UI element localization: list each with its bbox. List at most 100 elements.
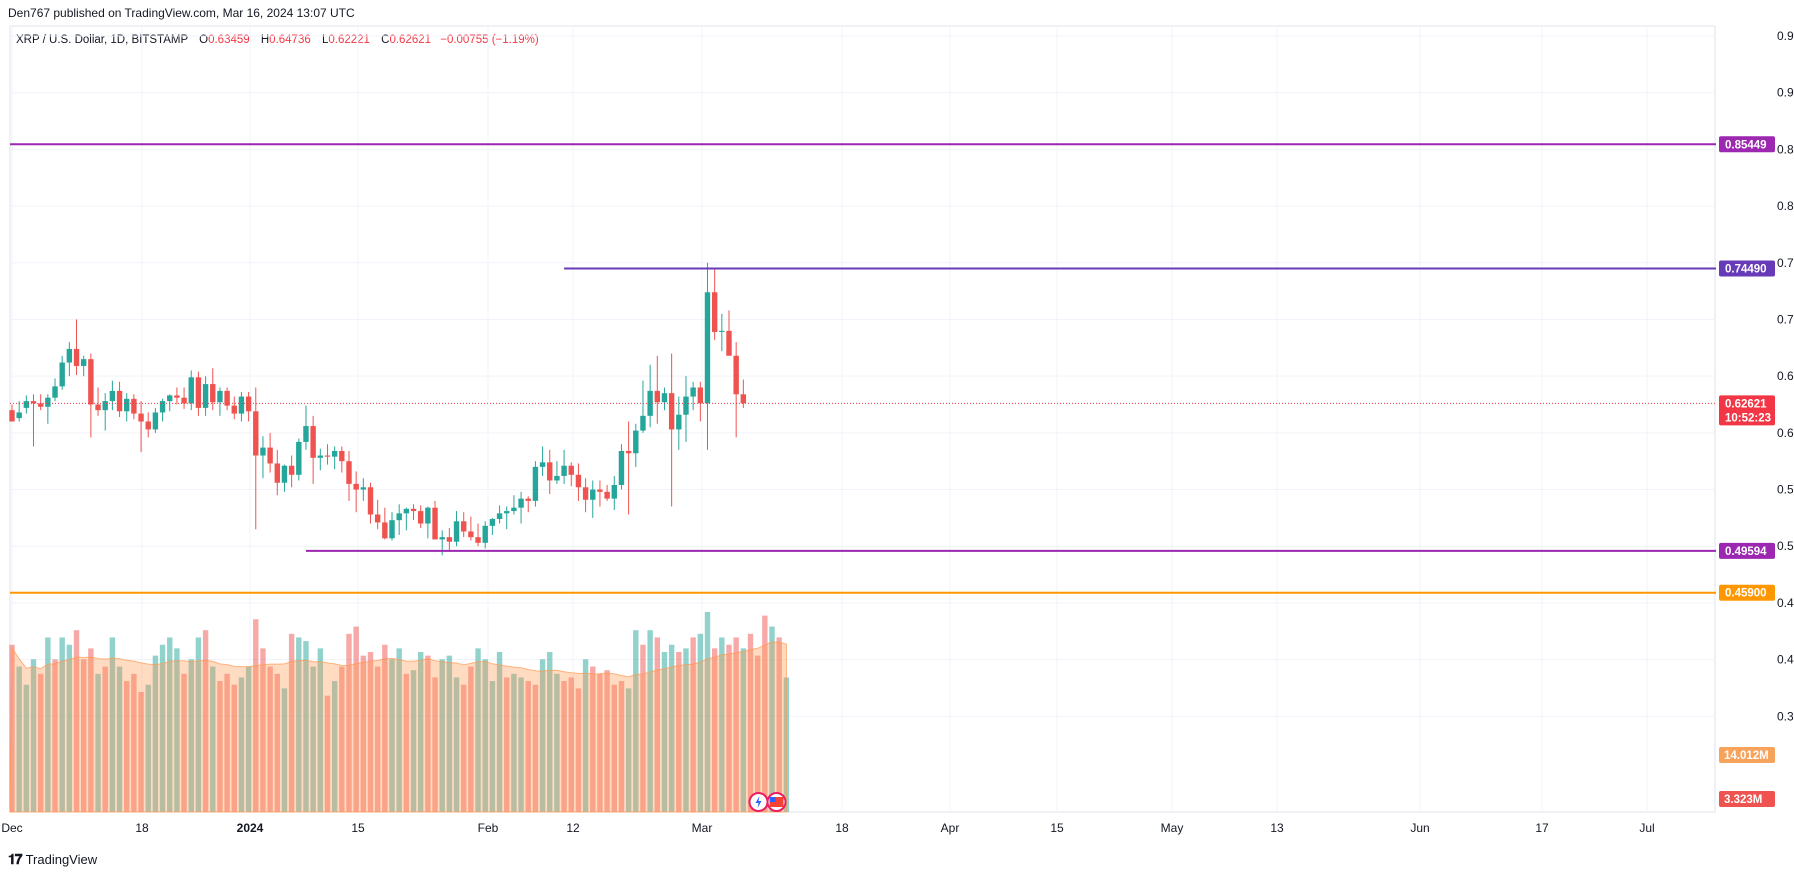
candle-body [224,390,230,406]
volume-bar [317,648,324,812]
volume-bar [167,637,173,812]
candle-body [453,521,460,542]
candle-body [403,508,410,514]
candle-body [88,359,94,405]
volume-bar [88,648,94,812]
candle-body [604,491,610,499]
volume-bar [59,637,65,812]
volume-bar [374,666,381,812]
volume-bar [367,652,374,812]
volume-bar [489,681,496,812]
level-tag [1719,136,1775,153]
volume-bar [633,630,639,812]
volume-bar [217,681,223,812]
level-tag-label: 0.74490 [1725,264,1767,276]
candle-body [331,450,338,457]
candle-body [66,348,73,363]
volume-bar [131,673,137,812]
volume-bar [188,659,194,812]
candle-body [360,487,367,490]
symbol-legend: XRP / U.S. Dollar, 1D, BITSTAMP O0.63459… [16,34,539,46]
time-tick-label: 18 [835,821,849,835]
volume-bar [575,688,582,812]
volume-bar [73,630,80,812]
candle-body [618,450,625,486]
candle-body [16,412,22,419]
volume-bar [296,637,302,812]
volume-bar [303,641,309,812]
time-tick-label: Mar [692,821,713,835]
candle-body [410,508,417,512]
volume-bar [539,659,546,812]
price-axis[interactable]: 0.95000 0.90000 0.85000 0.80000 0.75000 0.700… [1777,29,1794,723]
candle-body [245,396,252,412]
candle-body [167,395,173,402]
countdown-label: 10:52:23 [1725,412,1771,424]
price-tick-label: 0.80000 [1777,199,1794,213]
candle-body [181,397,187,404]
candle-body [561,465,567,476]
volume-bar [482,659,488,812]
volume-bar [339,666,345,812]
volume-bar [346,633,352,812]
volume-bar [504,677,510,812]
volume-bar [353,626,359,812]
volume-tag [1719,791,1775,807]
volume-ma-area [9,641,787,813]
candle-body [238,396,245,414]
time-tick-label: Feb [478,821,499,835]
candle-body [102,401,108,411]
volume-bar [389,659,395,812]
volume-bar [762,615,768,812]
candle-body [547,462,553,481]
time-tick-label: 12 [566,821,580,835]
candle-body [138,413,144,422]
change-value: −0.00755 (−1.19%) [440,34,539,46]
volume-bar [690,637,696,812]
candle-body [446,537,453,542]
volume-bar [224,673,230,812]
close-value: 0.62621 [389,34,432,46]
volume-bar [260,648,266,812]
level-tag-label: 0.49594 [1725,546,1767,558]
time-axis[interactable]: Dec 18 2024 15 Feb 12 Mar 18 Apr 15 May 13 Jun 17 Jul [1,821,1654,835]
candle-body [210,384,216,403]
grid-lines [9,25,1716,813]
publisher-info: Den767 published on TradingView.com, Mar… [8,6,355,20]
low-label: L [321,34,329,46]
volume-bar [590,666,596,812]
open-value: 0.63459 [208,34,250,46]
candle-body [590,489,596,500]
volume-bar [697,633,704,812]
candle-body [432,507,438,540]
candle-body [439,537,445,540]
volume-bar [554,673,560,812]
time-tick-label: Jul [1639,821,1654,835]
candle-body [697,387,704,404]
candle-body [116,390,123,412]
volume-bar [496,652,503,812]
volume-bar [704,612,711,812]
volume-bar [425,655,431,812]
volume-bar [719,637,725,812]
candle-body [611,485,617,499]
candle-body [733,355,739,395]
candle-body [253,411,259,456]
volume-bar [52,659,58,812]
time-tick-label: Apr [941,821,960,835]
candle-body [281,465,288,483]
volume-bar [331,681,338,812]
volume-bar [23,684,30,812]
volume-bar [461,684,467,812]
last-price-tag [1719,395,1775,426]
volume-bar [138,692,144,812]
time-tick-label: 13 [1270,821,1284,835]
volume-bar [661,652,668,812]
volume-bar [532,684,539,812]
time-tick-label: Jun [1410,821,1429,835]
candle-body [668,393,675,430]
candle-body [597,489,603,492]
candle-body [73,348,80,366]
volume-bar [611,684,617,812]
